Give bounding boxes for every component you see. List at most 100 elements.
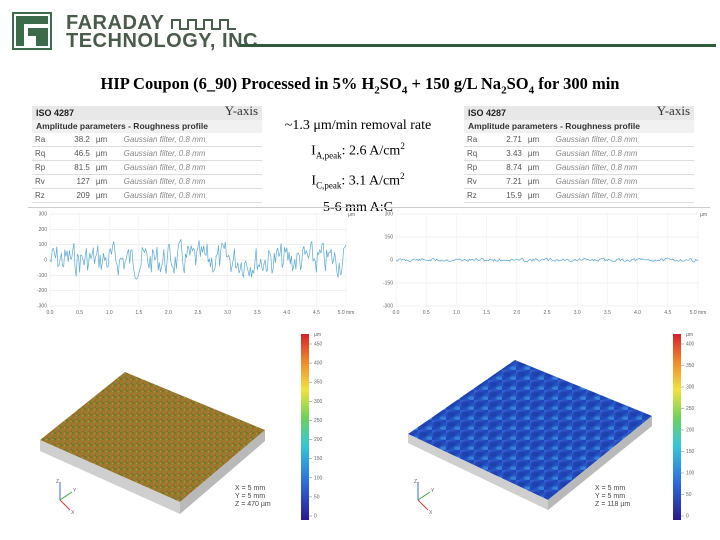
unit-cell: µm <box>524 188 553 203</box>
left-profile-series <box>49 239 347 280</box>
svg-text:Y: Y <box>73 488 77 494</box>
value-cell: 209 <box>58 188 93 203</box>
left-yaxis-label: Y-axis <box>224 103 258 118</box>
svg-text:Z: Z <box>414 479 417 485</box>
x-tick-label: 3.0 <box>574 310 581 316</box>
y-tick-label: 200 <box>39 227 48 233</box>
company-name: FARADAY TECHNOLOGY, INC. <box>66 13 265 52</box>
svg-text:X: X <box>71 510 75 516</box>
colorbar-tick-label: 450 <box>314 342 323 348</box>
table-row: Ra 2.71 µm Gaussian filter, 0.8 mm <box>464 133 694 147</box>
y-tick-label: 0 <box>44 258 47 264</box>
y-tick-label: -100 <box>37 273 47 279</box>
right-yaxis-label: Y-axis <box>656 103 690 118</box>
unit-cell: µm <box>524 133 553 147</box>
x-tick-label: 1.5 <box>483 310 490 316</box>
x-tick-label: 5.0 mm <box>338 310 355 316</box>
colorbar-tick-label: 100 <box>686 471 695 477</box>
table-row: Rv 7.21 µm Gaussian filter, 0.8 mm <box>464 174 694 189</box>
x-tick-label: 5.0 mm <box>690 310 707 316</box>
x-tick-label: 4.0 <box>634 310 641 316</box>
table-row: Ra 38.2 µm Gaussian filter, 0.8 mm <box>32 133 262 147</box>
y-tick-label: -150 <box>383 281 393 287</box>
unit-label: µm <box>348 212 355 218</box>
right-roughness-profile: 300 150 0 -150 -300 0.0 0.5 1.0 1.5 2.0 2.5 3.0 3.5 4… <box>374 207 710 320</box>
x-tick-label: 3.5 <box>604 310 611 316</box>
right-dimensions: X = 5 mm Y = 5 mm Z = 118 µm <box>595 485 631 508</box>
value-cell: 2.71 <box>490 133 525 147</box>
param-cell: Rq <box>32 146 59 161</box>
table-row: Rp 8.74 µm Gaussian filter, 0.8 mm <box>464 160 694 175</box>
colorbar-tick-label: 0 <box>314 514 317 520</box>
unit-cell: µm <box>92 174 121 189</box>
header-rule <box>240 44 716 47</box>
y-tick-label: 100 <box>39 242 48 248</box>
colorbar-tick-label: 0 <box>686 514 689 520</box>
param-cell: Ra <box>32 133 59 147</box>
right-table-header: ISO 4287 Y-axis <box>464 103 694 120</box>
left-table-header: ISO 4287 Y-axis <box>32 103 262 120</box>
x-tick-label: 4.5 <box>664 310 671 316</box>
right-3d-surface-render: 400 350 300 250 200 150 100 50 0 µm Z Y X <box>408 332 695 520</box>
value-cell: 3.43 <box>490 146 525 161</box>
company-name-line2: TECHNOLOGY, INC. <box>66 30 265 52</box>
table-row: Rv 127 µm Gaussian filter, 0.8 mm <box>32 174 262 189</box>
filter-cell: Gaussian filter, 0.8 mm <box>552 146 694 161</box>
colorbar-tick-label: 400 <box>314 361 323 367</box>
param-cell: Rq <box>464 146 491 161</box>
filter-cell: Gaussian filter, 0.8 mm <box>552 133 694 147</box>
filter-cell: Gaussian filter, 0.8 mm <box>552 174 694 189</box>
svg-text:Z: Z <box>56 479 59 485</box>
right-profile-series <box>395 257 699 263</box>
value-cell: 15.9 <box>490 188 525 203</box>
x-tick-label: 2.0 <box>513 310 520 316</box>
value-cell: 46.5 <box>58 146 93 161</box>
colorbar-tick-label: 350 <box>314 380 323 386</box>
unit-cell: µm <box>524 174 553 189</box>
x-tick-label: 0.0 <box>47 310 54 316</box>
y-tick-label: -300 <box>383 304 393 310</box>
left-surface-side-front <box>40 440 180 514</box>
logo-icon <box>16 16 48 46</box>
left-colorbar <box>301 334 309 520</box>
filter-cell: Gaussian filter, 0.8 mm <box>552 188 694 203</box>
colorbar-tick-label: 200 <box>686 428 695 434</box>
y-tick-label: 150 <box>385 235 394 241</box>
process-summary: ~1.3 μm/min removal rate IA,peak: 2.6 A/… <box>258 115 458 218</box>
table-row: Rz 15.9 µm Gaussian filter, 0.8 mm <box>464 188 694 203</box>
x-tick-label: 3.5 <box>254 310 261 316</box>
colorbar-tick-label: 100 <box>314 475 323 481</box>
left-surface-side-right <box>180 430 265 514</box>
colorbar-tick-label: 400 <box>686 342 695 348</box>
left-roughness-profile: 300 200 100 0 -100 -200 -300 0.0 0.5 1.0 1.5 2.0 2.5… <box>28 207 358 320</box>
x-tick-label: 3.0 <box>224 310 231 316</box>
y-tick-label: 300 <box>39 212 48 218</box>
filter-cell: Gaussian filter, 0.8 mm <box>120 133 262 147</box>
cathode-peak-current: IC,peak: 3.1 A/cm2 <box>311 171 405 191</box>
table-row: Rq 46.5 µm Gaussian filter, 0.8 mm <box>32 146 262 161</box>
svg-text:Y: Y <box>431 488 435 494</box>
filter-cell: Gaussian filter, 0.8 mm <box>552 160 694 175</box>
y-tick-label: -300 <box>37 304 47 310</box>
unit-label: µm <box>700 212 707 218</box>
filter-cell: Gaussian filter, 0.8 mm <box>120 146 262 161</box>
colorbar-tick-label: 350 <box>686 363 695 369</box>
filter-cell: Gaussian filter, 0.8 mm <box>120 174 262 189</box>
x-tick-label: 0.5 <box>76 310 83 316</box>
param-cell: Rz <box>32 188 59 203</box>
param-cell: Ra <box>464 133 491 147</box>
table-row: Rz 209 µm Gaussian filter, 0.8 mm <box>32 188 262 203</box>
unit-cell: µm <box>92 188 121 203</box>
left-surface-top <box>40 372 265 502</box>
left-3d-surface-render: 450 400 350 300 250 200 150 100 50 0 µm Z Y X <box>40 332 323 520</box>
right-surface-top <box>408 360 652 500</box>
left-table-subheader: Amplitude parameters - Roughness profile <box>32 120 262 133</box>
x-tick-label: 2.5 <box>544 310 551 316</box>
x-tick-label: 2.5 <box>195 310 202 316</box>
x-tick-label: 1.0 <box>453 310 460 316</box>
value-cell: 38.2 <box>58 133 93 147</box>
colorbar-tick-label: 50 <box>314 494 320 500</box>
colorbar-tick-label: 300 <box>686 385 695 391</box>
x-tick-label: 1.0 <box>106 310 113 316</box>
